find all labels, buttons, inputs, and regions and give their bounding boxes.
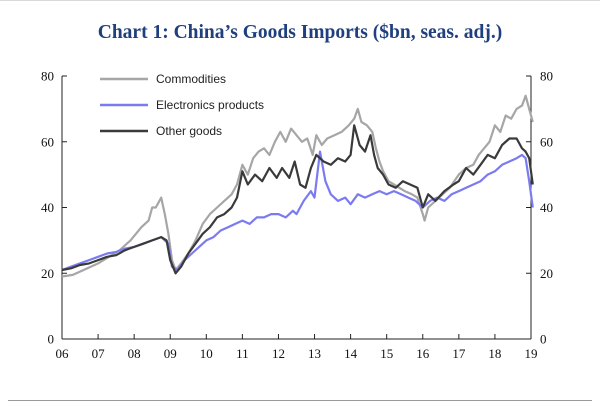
- x-tick-label: 18: [488, 346, 501, 361]
- x-tick-label: 15: [380, 346, 393, 361]
- legend-label-commodities: Commodities: [156, 72, 226, 86]
- x-tick-label: 11: [236, 346, 249, 361]
- top-rule: [0, 0, 600, 10]
- series-line-commodities: [61, 94, 534, 278]
- left-y-tick-label: 20: [41, 266, 54, 281]
- x-tick-label: 19: [525, 346, 538, 361]
- left-y-tick-label: 80: [41, 69, 54, 84]
- chart-title: Chart 1: China’s Goods Imports ($bn, sea…: [97, 22, 503, 43]
- left-y-tick-label: 40: [41, 200, 54, 215]
- x-tick-label: 06: [56, 346, 70, 361]
- x-tick-label: 17: [452, 346, 466, 361]
- x-tick-label: 08: [128, 346, 141, 361]
- right-y-tick-label: 0: [540, 332, 547, 347]
- bottom-rule: [8, 400, 592, 401]
- legend-label-electronics-products: Electronics products: [156, 98, 264, 112]
- x-tick-label: 09: [164, 346, 177, 361]
- x-tick-label: 12: [272, 346, 285, 361]
- x-tick-label: 13: [308, 346, 321, 361]
- left-y-tick-label: 60: [41, 134, 54, 149]
- x-tick-label: 07: [92, 346, 106, 361]
- legend-label-other-goods: Other goods: [156, 124, 222, 138]
- series-line-other-goods: [61, 124, 534, 275]
- x-tick-label: 16: [416, 346, 430, 361]
- right-y-tick-label: 80: [540, 69, 553, 84]
- right-y-tick-label: 40: [540, 200, 553, 215]
- right-y-tick-label: 60: [540, 134, 553, 149]
- x-tick-label: 10: [200, 346, 213, 361]
- x-tick-label: 14: [344, 346, 358, 361]
- left-y-tick-label: 0: [48, 332, 55, 347]
- right-y-tick-label: 20: [540, 266, 553, 281]
